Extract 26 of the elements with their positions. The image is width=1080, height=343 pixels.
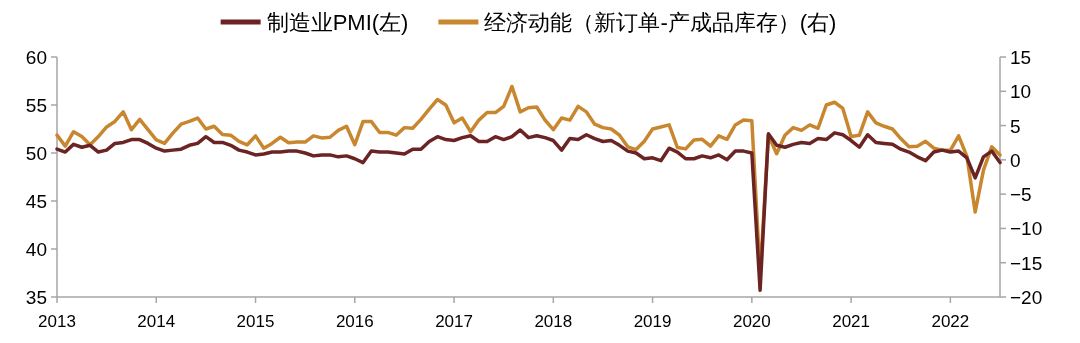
y-tick-label: 55 [25,95,47,116]
x-tick-label: 2019 [633,312,672,331]
x-tick-label: 2017 [435,312,473,331]
y-tick-label: 60 [25,47,47,68]
y-tick-label: 35 [25,287,47,308]
legend-label: 经济动能（新订单-产成品库存）(右) [484,10,837,35]
y2-tick-label: −15 [1010,252,1043,274]
x-tick-label: 2016 [335,312,374,331]
y2-tick-label: −20 [1010,287,1043,308]
x-tick-label: 2020 [732,312,771,331]
y2-tick-label: 0 [1010,149,1021,171]
legend-label: 制造业PMI(左) [266,10,409,35]
y2-tick-label: 15 [1010,47,1032,68]
x-tick-label: 2015 [236,312,275,331]
y-tick-label: 50 [25,143,47,164]
y-tick-label: 40 [25,239,47,260]
x-tick-label: 2013 [38,312,76,331]
y2-tick-label: 5 [1010,115,1021,137]
x-tick-label: 2022 [931,312,970,331]
y2-tick-label: −5 [1010,184,1032,206]
y-tick-label: 45 [25,191,47,212]
x-tick-label: 2021 [832,312,871,331]
y2-tick-label: −10 [1010,218,1043,240]
x-tick-label: 2018 [534,312,573,331]
x-tick-label: 2014 [137,312,176,331]
y2-tick-label: 10 [1010,81,1032,103]
